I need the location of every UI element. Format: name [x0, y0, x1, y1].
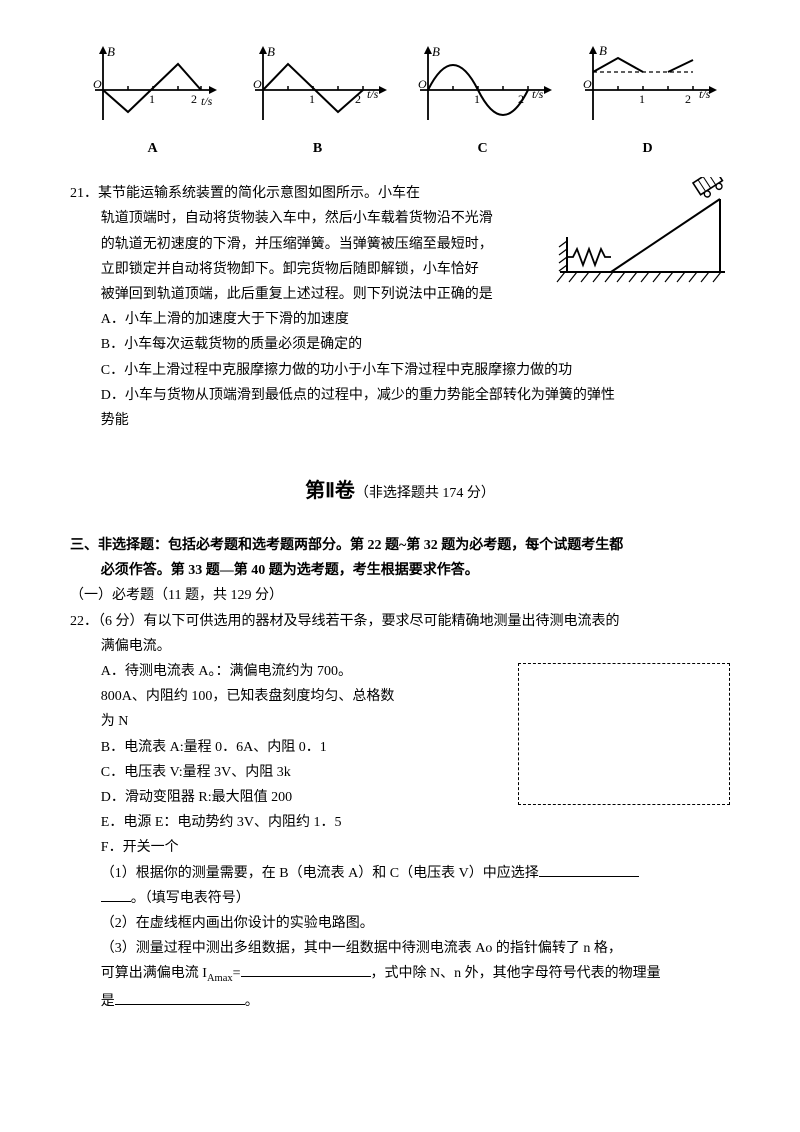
q21-option-b: B．小车每次运载货物的质量必须是确定的 [70, 332, 730, 357]
q22-p3-l2: 可算出满偏电流 IAmax= ，式中除 N、n 外，其他字母符号代表的物理量 [70, 961, 730, 989]
q22-p3-c: 是 [101, 994, 115, 1009]
q22-stem-line1: 22．（6 分）有以下可供选用的器材及导线若干条，要求尽可能精确地测量出待测电流… [70, 609, 730, 634]
q22-p1-blank[interactable] [539, 862, 639, 877]
graph-c: B O 1 2 t/s C [400, 40, 565, 161]
q22-dashed-box [518, 663, 730, 805]
svg-text:t/s: t/s [367, 87, 379, 101]
svg-text:O: O [418, 77, 427, 91]
question-22: 22．（6 分）有以下可供选用的器材及导线若干条，要求尽可能精确地测量出待测电流… [70, 609, 730, 1015]
q22-p2: （2）在虚线框内画出你设计的实验电路图。 [70, 911, 730, 936]
svg-text:O: O [583, 77, 592, 91]
q22-p3-b-mid: = [233, 966, 241, 981]
q22-number: 22． [70, 614, 98, 629]
q21-option-d-l1: D．小车与货物从顶端滑到最低点的过程中，减少的重力势能全部转化为弹簧的弹性 [70, 383, 730, 408]
section-2-title: 第Ⅱ卷（非选择题共 174 分） [70, 473, 730, 509]
svg-text:B: B [107, 44, 115, 59]
graph-b-svg: B O 1 2 t/s [243, 40, 393, 130]
graph-d: B O 1 2 t/s D [565, 40, 730, 161]
svg-text:2: 2 [518, 92, 524, 106]
q21-option-c: C．小车上滑过程中克服摩擦力做的功小于小车下滑过程中克服摩擦力做的功 [70, 358, 730, 383]
q22-p1-blank-tail[interactable] [101, 887, 131, 902]
question-21: 21．某节能运输系统装置的简化示意图如图所示。小车在 轨道顶端时，自动将货物装入… [70, 181, 730, 433]
q21-option-d-l2: 势能 [70, 408, 730, 433]
graphs-row: B O 1 2 t/s A B O 1 2 t/s B [70, 40, 730, 161]
svg-text:t/s: t/s [201, 94, 213, 108]
q22-p1: （1）根据你的测量需要，在 B（电流表 A）和 C（电压表 V）中应选择 [70, 861, 730, 886]
svg-text:1: 1 [149, 92, 155, 106]
svg-text:O: O [253, 77, 262, 91]
q22-p3-d: 。 [245, 994, 259, 1009]
q22-p3-b-pre: 可算出满偏电流 I [101, 966, 207, 981]
graph-a: B O 1 2 t/s A [70, 40, 235, 161]
section-2-title-main: 第Ⅱ卷 [305, 480, 355, 502]
q21-option-a: A．小车上滑的加速度大于下滑的加速度 [70, 307, 730, 332]
q22-p3-b-post: ，式中除 N、n 外，其他字母符号代表的物理量 [371, 966, 661, 981]
svg-text:B: B [599, 43, 607, 58]
svg-text:B: B [432, 44, 440, 59]
q22-item-f: F．开关一个 [70, 835, 730, 860]
svg-text:t/s: t/s [699, 87, 711, 101]
q22-p3-l1: （3）测量过程中测出多组数据，其中一组数据中待测电流表 Ao 的指针偏转了 n … [70, 936, 730, 961]
q22-stem-line2: 满偏电流。 [70, 634, 730, 659]
q22-p3-l3: 是。 [70, 989, 730, 1014]
svg-text:B: B [267, 44, 275, 59]
part3-heading-l1: 三、非选择题：包括必考题和选考题两部分。第 22 题~第 32 题为必考题，每个… [70, 533, 730, 558]
q21-number: 21． [70, 186, 98, 201]
graph-a-label: A [70, 136, 235, 161]
q21-figure [555, 177, 730, 287]
q22-p3-blank1[interactable] [241, 962, 371, 977]
graph-b: B O 1 2 t/s B [235, 40, 400, 161]
graph-d-label: D [565, 136, 730, 161]
svg-text:2: 2 [191, 92, 197, 106]
svg-text:1: 1 [639, 92, 645, 106]
q22-p1-tail: 。（填写电表符号） [70, 886, 730, 911]
part3-sub1: （一）必考题（11 题，共 129 分） [70, 583, 730, 608]
section-2-title-sub: （非选择题共 174 分） [355, 486, 495, 501]
q22-p1-a: （1）根据你的测量需要，在 B（电流表 A）和 C（电压表 V）中应选择 [101, 866, 539, 881]
svg-text:t/s: t/s [532, 87, 544, 101]
svg-text:1: 1 [474, 92, 480, 106]
svg-text:O: O [93, 77, 102, 91]
graph-b-label: B [235, 136, 400, 161]
spacer [70, 513, 730, 533]
q22-p3-blank2[interactable] [115, 990, 245, 1005]
q22-p3-b-sub: Amax [207, 973, 233, 984]
graph-c-svg: B O 1 2 t/s [408, 40, 558, 130]
svg-text:2: 2 [355, 92, 361, 106]
graph-c-label: C [400, 136, 565, 161]
graph-a-svg: B O 1 2 t/s [83, 40, 223, 130]
q22-p1-b: 。（填写电表符号） [131, 891, 250, 906]
graph-d-svg: B O 1 2 t/s [573, 40, 723, 130]
svg-text:2: 2 [685, 92, 691, 106]
svg-text:1: 1 [309, 92, 315, 106]
part3-heading-l2: 必须作答。第 33 题—第 40 题为选考题，考生根据要求作答。 [70, 558, 730, 583]
q22-item-e: E．电源 E：电动势约 3V、内阻约 1．5 [70, 810, 730, 835]
